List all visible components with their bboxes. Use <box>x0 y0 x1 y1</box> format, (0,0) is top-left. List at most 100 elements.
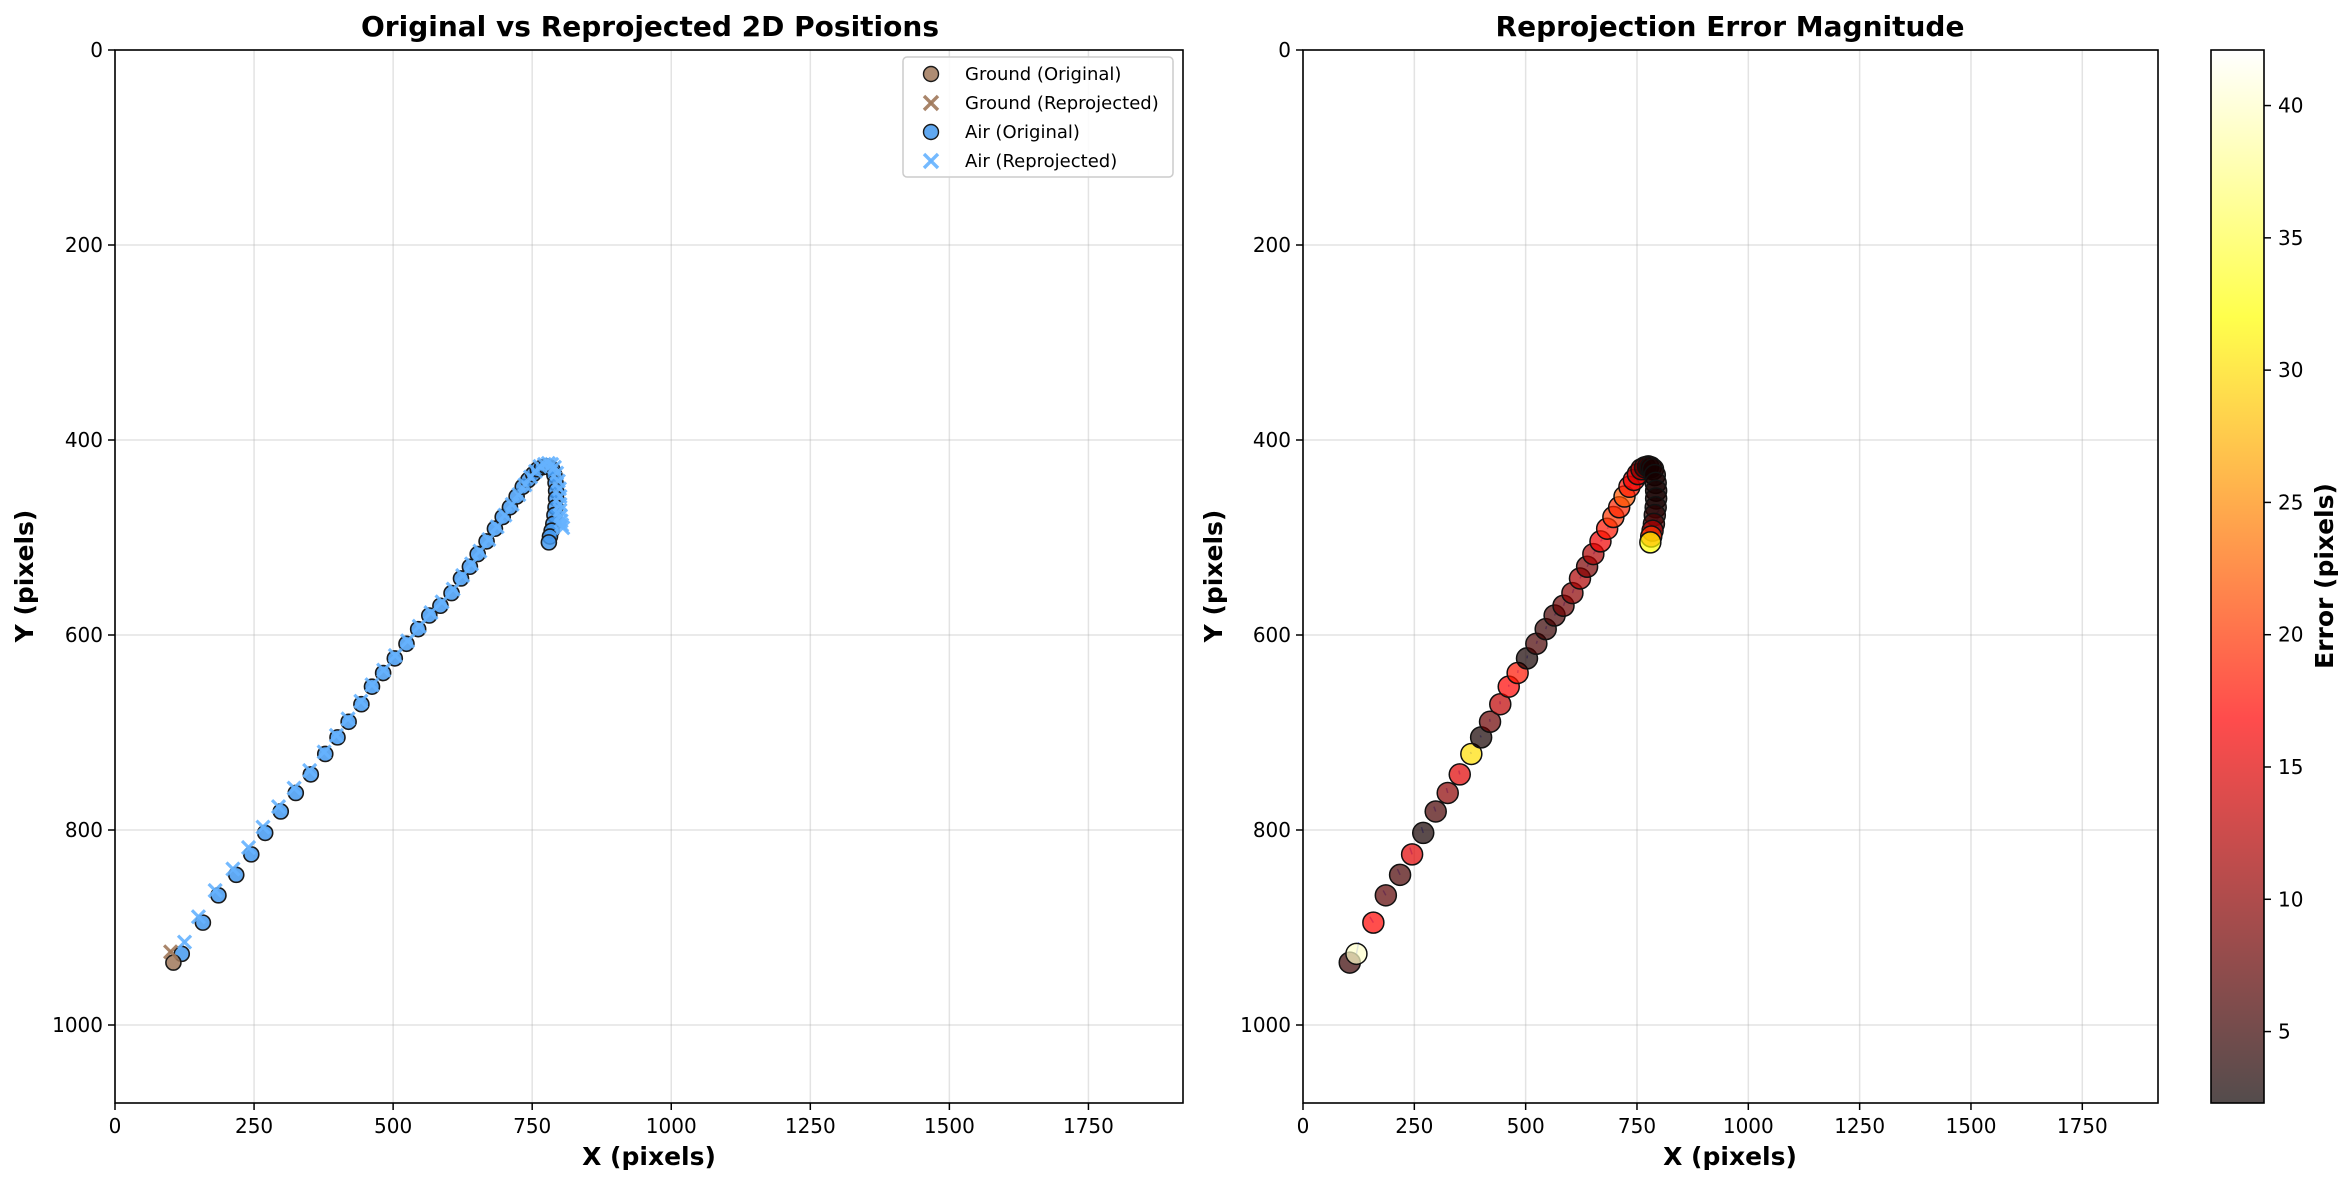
x-marker-stroke <box>549 465 565 481</box>
colorbar-tick-label: 30 <box>2278 358 2303 382</box>
point-air-reprojected <box>225 861 241 877</box>
error-point <box>1388 863 1412 887</box>
x-tick-label-right: 0 <box>1297 1114 1310 1138</box>
colorbar-tick-label: 5 <box>2278 1020 2291 1044</box>
point-air-original <box>353 695 370 713</box>
x-tick-label-left: 1750 <box>1063 1114 1114 1138</box>
error-point <box>1374 884 1398 907</box>
x-tick-label-left: 1000 <box>646 1114 697 1138</box>
colorbar-tick-label: 40 <box>2278 94 2303 118</box>
point-air-reprojected <box>463 556 480 572</box>
plot-area-right <box>1338 455 1668 974</box>
y-tick-label-left: 0 <box>90 38 103 62</box>
error-point <box>1411 821 1435 845</box>
x-marker-stroke <box>255 819 271 835</box>
axes-frame-right <box>1302 49 2159 1104</box>
x-marker-stroke <box>162 944 179 960</box>
ticks-right: 0 250 500 750 1000 1250 1500 1750 0 200 400 600 800 1… <box>1240 38 2108 1138</box>
x-marker-stroke <box>445 581 461 597</box>
x-marker-stroke <box>387 647 403 664</box>
x-tick-label-left: 500 <box>374 1114 412 1138</box>
grid-right <box>1302 49 2158 1103</box>
point-air-original <box>540 534 558 551</box>
x-axis-label-right: X (pixels) <box>1663 1142 1797 1171</box>
x-tick-label-left: 250 <box>235 1114 273 1138</box>
panel-reprojection-error: Reprojection Error Magnitude 0 250 500 750 1… <box>1199 10 2339 1171</box>
x-marker-stroke <box>411 618 427 634</box>
legend-marker-ground-reprojected <box>922 94 940 112</box>
point-air-reprojected <box>190 909 207 925</box>
point-air-reprojected <box>328 727 345 744</box>
x-marker-stroke <box>489 519 505 535</box>
colorbar-frame <box>2210 49 2265 1104</box>
point-air-reprojected <box>504 496 520 512</box>
point-air-reprojected <box>255 819 271 835</box>
error-point <box>1436 781 1459 805</box>
x-marker-stroke <box>434 594 450 610</box>
y-tick-label-right: 1000 <box>1240 1013 1291 1037</box>
colorbar-tick-label: 15 <box>2278 755 2303 779</box>
y-tick-label-right: 800 <box>1253 818 1291 842</box>
x-tick-label-left: 0 <box>109 1114 122 1138</box>
x-marker-stroke <box>532 458 548 474</box>
plot-area-left <box>162 455 571 971</box>
x-marker-stroke <box>240 839 257 856</box>
point-air-reprojected <box>472 543 488 559</box>
x-marker-stroke <box>270 798 287 815</box>
point-air-reprojected <box>387 647 403 664</box>
point-air-reprojected <box>532 458 548 474</box>
point-air-reprojected <box>176 934 193 950</box>
point-air-reprojected <box>411 618 427 634</box>
point-ground-reprojected <box>162 944 179 960</box>
x-marker-stroke <box>376 662 392 678</box>
x-marker-stroke <box>286 780 302 796</box>
x-marker-stroke <box>225 861 241 877</box>
point-air-reprojected <box>376 662 392 678</box>
panel-original-vs-reprojected: Original vs Reprojected 2D Positions 0 25… <box>10 10 1184 1171</box>
grid-left <box>114 49 1183 1103</box>
x-marker-stroke <box>455 567 471 584</box>
y-tick-label-left: 1000 <box>52 1013 103 1037</box>
error-point <box>1639 531 1662 554</box>
point-air-reprojected <box>434 594 450 610</box>
colorbar: 5 10 15 20 25 30 35 40 Error (pixels) <box>2210 49 2339 1104</box>
point-air-reprojected <box>489 519 505 535</box>
point-air-reprojected <box>497 507 513 523</box>
x-tick-label-right: 1250 <box>1834 1114 1885 1138</box>
x-tick-label-right: 1750 <box>2057 1114 2108 1138</box>
chart-title-right: Reprojection Error Magnitude <box>1496 10 1965 43</box>
colorbar-tick-label: 25 <box>2278 490 2303 514</box>
colorbar-tick-label: 20 <box>2278 623 2303 647</box>
point-air-original <box>386 650 404 667</box>
x-marker-stroke <box>423 604 439 621</box>
x-marker-stroke <box>504 496 520 512</box>
ticks-left: 0 250 500 750 1000 1250 1500 1750 0 200 400 600 800 1… <box>52 38 1114 1138</box>
error-point <box>1448 763 1471 786</box>
x-marker-stroke <box>207 882 223 899</box>
x-marker-stroke <box>190 909 207 925</box>
x-marker-stroke <box>340 711 356 727</box>
x-tick-label-left: 1250 <box>785 1114 836 1138</box>
legend-box <box>902 56 1174 178</box>
legend-marker-ground-original <box>922 65 940 83</box>
y-axis-label-left: Y (pixels) <box>10 510 39 644</box>
colorbar-tick-label: 35 <box>2278 226 2303 250</box>
x-tick-label-left: 1500 <box>924 1114 975 1138</box>
x-marker-stroke <box>328 727 345 744</box>
x-marker-stroke <box>316 744 332 760</box>
x-marker-stroke <box>176 934 193 950</box>
legend-marker-air-reprojected <box>922 152 940 170</box>
point-air-reprojected <box>353 693 369 709</box>
point-air-reprojected <box>364 677 380 693</box>
point-air-reprojected <box>555 520 571 536</box>
x-marker-stroke <box>463 556 480 572</box>
y-tick-label-left: 800 <box>65 818 103 842</box>
colorbar-gradient <box>2211 50 2264 1103</box>
point-air-original <box>374 664 392 682</box>
y-tick-label-right: 200 <box>1253 233 1291 257</box>
x-marker-stroke <box>553 513 569 529</box>
legend: Ground (Original) Ground (Reprojected) Air… <box>902 56 1174 178</box>
x-marker-stroke <box>511 486 527 503</box>
x-marker-stroke <box>497 507 513 523</box>
